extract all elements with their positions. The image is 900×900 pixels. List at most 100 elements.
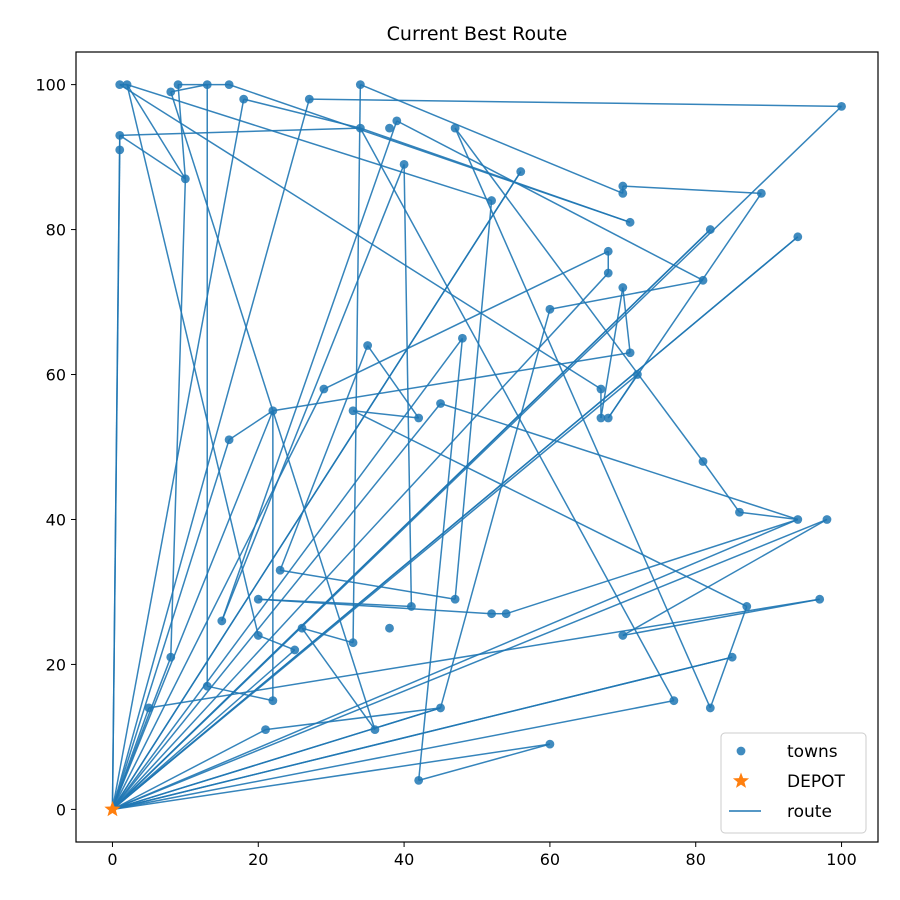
depot-marker	[104, 800, 121, 817]
town-markers	[115, 80, 846, 785]
route-segment	[454, 127, 711, 709]
town-point	[501, 609, 511, 619]
town-point	[625, 217, 635, 227]
town-point	[253, 631, 263, 640]
y-axis: 0 20 40 60 80 100	[35, 76, 76, 819]
plot-frame	[75, 51, 879, 843]
town-point	[166, 652, 176, 662]
y-tick-label: 100	[35, 76, 66, 95]
legend-towns-label: towns	[787, 742, 838, 762]
route-segment	[221, 164, 405, 622]
town-point	[618, 283, 628, 292]
town-point	[304, 94, 314, 104]
legend-depot-label: DEPOT	[787, 772, 845, 792]
legend-route-label: route	[787, 802, 832, 822]
route-segment	[111, 388, 325, 810]
town-point	[633, 370, 642, 379]
route-segment	[126, 84, 260, 636]
town-point	[115, 130, 125, 140]
route-segment	[111, 236, 799, 810]
route-segment	[111, 98, 245, 810]
town-point	[450, 123, 460, 133]
town-point	[603, 246, 613, 256]
route-segment	[403, 164, 413, 607]
route-segment	[111, 229, 711, 810]
town-point	[253, 594, 263, 604]
depot-star	[104, 800, 121, 817]
route-segment	[439, 309, 551, 709]
y-tick-label: 60	[46, 366, 66, 385]
route-segment	[607, 374, 639, 419]
town-point	[115, 145, 125, 155]
x-axis: 0 20 40 60 80 100	[107, 842, 857, 869]
town-point	[261, 725, 270, 735]
y-tick-label: 0	[56, 800, 66, 819]
route-segment	[265, 707, 441, 731]
route-segment	[600, 287, 624, 419]
route-segment	[360, 83, 624, 195]
town-point	[837, 101, 846, 111]
route-lines	[111, 83, 843, 811]
town-point	[545, 739, 555, 749]
route-segment	[112, 743, 551, 811]
town-point	[392, 116, 402, 126]
route-segment	[272, 352, 631, 412]
town-point	[319, 384, 329, 394]
town-point	[348, 406, 358, 416]
town-point	[815, 594, 825, 604]
x-tick-label: 20	[248, 850, 268, 869]
legend: towns DEPOT route	[720, 732, 867, 834]
town-point	[202, 681, 212, 691]
town-point	[363, 341, 373, 350]
route-segment	[309, 98, 842, 108]
route-segment	[396, 120, 704, 281]
route-segment	[170, 83, 208, 93]
town-point	[166, 87, 176, 97]
route-segment	[112, 707, 441, 811]
town-point	[603, 268, 613, 278]
route-segment	[111, 439, 230, 810]
route-segment	[111, 171, 522, 810]
town-point	[115, 80, 125, 90]
town-point	[487, 609, 496, 619]
town-point	[202, 80, 212, 90]
town-point	[516, 167, 526, 176]
chart-title: Current Best Route	[387, 23, 568, 45]
route-segment	[301, 627, 354, 644]
route-segment	[126, 84, 187, 180]
route-segment	[280, 569, 456, 600]
town-point	[698, 275, 708, 285]
route-segment	[112, 728, 266, 811]
route-segment	[228, 83, 631, 224]
route-segment	[323, 250, 609, 390]
town-point	[122, 80, 132, 90]
route-segment	[148, 598, 820, 709]
town-point	[436, 703, 445, 713]
town-point	[144, 703, 154, 713]
y-tick-label: 80	[46, 221, 66, 240]
town-point	[355, 123, 365, 133]
route-segment	[243, 98, 361, 129]
route-segment	[111, 272, 609, 810]
town-point	[705, 703, 715, 713]
x-tick-label: 40	[394, 850, 414, 869]
town-point	[545, 304, 555, 314]
town-point	[173, 80, 183, 90]
route-segment	[549, 279, 704, 311]
route-segment	[112, 518, 828, 811]
route-segment	[352, 410, 419, 419]
town-point	[414, 775, 424, 785]
y-tick-label: 20	[46, 655, 66, 674]
town-point	[793, 232, 803, 242]
route-segment	[454, 127, 704, 462]
route-segment	[359, 127, 675, 702]
y-tick-label: 40	[46, 510, 66, 529]
town-point	[370, 725, 380, 735]
route-segment	[111, 98, 311, 810]
route-segment	[228, 410, 274, 441]
route-segment	[112, 699, 674, 811]
town-point	[355, 80, 365, 90]
town-point	[275, 565, 285, 575]
town-point	[450, 594, 460, 604]
route-segment	[454, 200, 493, 600]
